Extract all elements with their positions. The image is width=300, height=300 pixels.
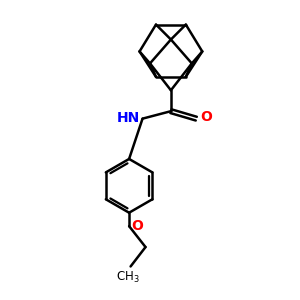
Text: CH$_3$: CH$_3$ [116,270,140,285]
Text: O: O [200,110,212,124]
Text: O: O [131,219,143,233]
Text: HN: HN [117,111,140,125]
